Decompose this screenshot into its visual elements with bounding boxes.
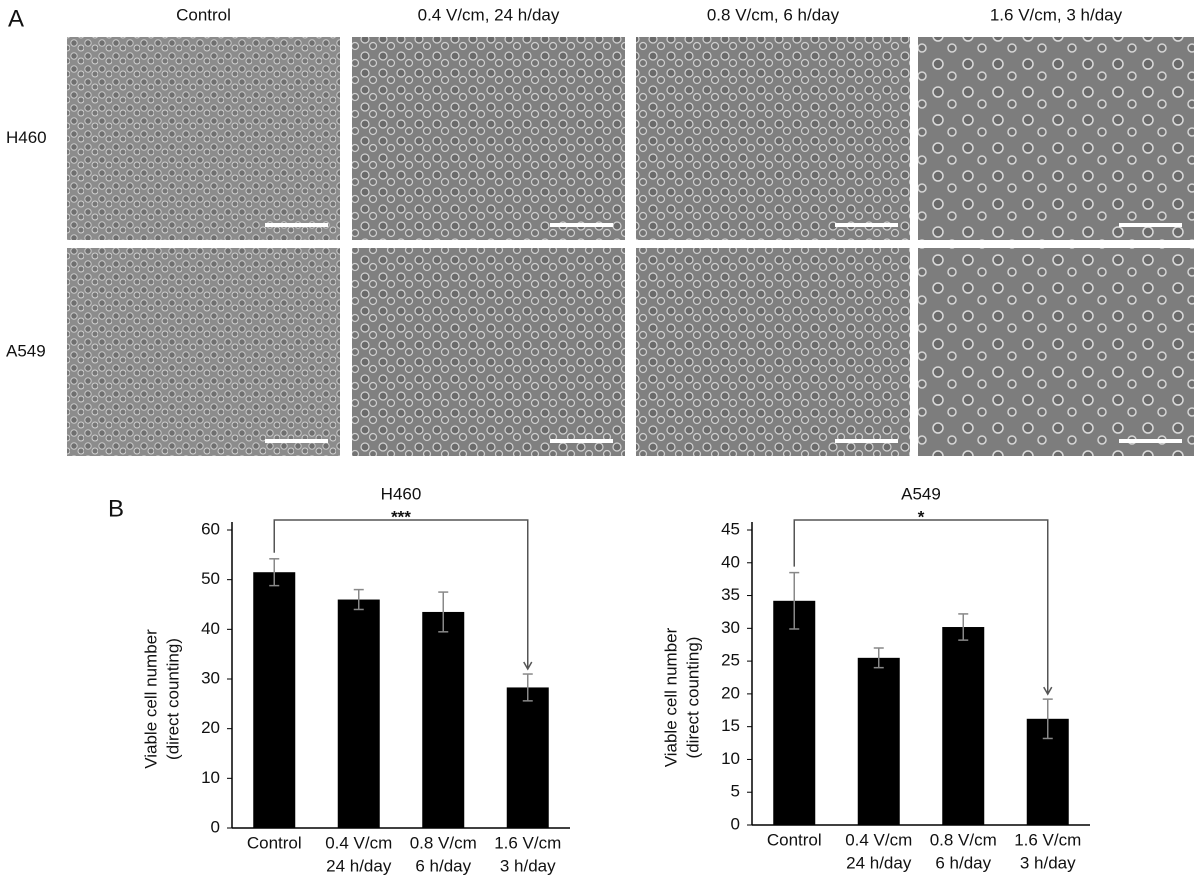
- bar: [857, 657, 900, 825]
- y-tick-label: 5: [731, 782, 740, 801]
- y-tick-label: 10: [721, 749, 740, 768]
- error-bar: [873, 647, 884, 669]
- micrograph: [918, 248, 1194, 456]
- bar: [253, 572, 296, 828]
- y-tick-label: 50: [201, 569, 220, 588]
- column-header: 0.8 V/cm, 6 h/day: [707, 5, 840, 24]
- significance-label: ***: [391, 507, 411, 526]
- y-axis-label: (direct counting): [683, 637, 702, 759]
- x-tick-label: 1.6 V/cm: [1014, 830, 1081, 849]
- x-tick-label: 24 h/day: [326, 856, 392, 875]
- panel-label: B: [108, 495, 124, 522]
- error-bar: [958, 613, 969, 641]
- chart-title: H460: [381, 484, 422, 503]
- y-tick-label: 40: [201, 619, 220, 638]
- micrograph: [918, 37, 1194, 240]
- y-axis-label: (direct counting): [163, 638, 182, 760]
- micrograph: [352, 37, 625, 240]
- y-tick-label: 40: [721, 552, 740, 571]
- y-tick-label: 45: [721, 519, 740, 538]
- y-tick-label: 20: [201, 718, 220, 737]
- bar: [506, 687, 549, 828]
- x-tick-label: 3 h/day: [500, 856, 556, 875]
- y-tick-label: 25: [721, 651, 740, 670]
- x-tick-label: 0.4 V/cm: [845, 830, 912, 849]
- micrograph: [636, 248, 910, 456]
- x-tick-label: 1.6 V/cm: [494, 833, 561, 852]
- y-tick-label: 60: [201, 519, 220, 538]
- micrograph: [636, 37, 910, 240]
- x-tick-label: 0.4 V/cm: [325, 833, 392, 852]
- panel-label: A: [8, 5, 24, 32]
- error-bar: [269, 558, 280, 587]
- significance-label: *: [918, 507, 925, 526]
- y-tick-label: 0: [731, 814, 740, 833]
- micrograph: [67, 37, 340, 240]
- y-tick-label: 0: [211, 817, 220, 836]
- x-tick-label: 24 h/day: [846, 853, 912, 872]
- micrograph: [67, 248, 340, 456]
- y-axis-label: Viable cell number: [141, 629, 160, 769]
- micrograph: [352, 248, 625, 456]
- y-tick-label: 30: [201, 668, 220, 687]
- x-tick-label: 0.8 V/cm: [930, 830, 997, 849]
- significance-bracket: [273, 519, 529, 669]
- error-bar: [353, 588, 364, 611]
- column-header: 0.4 V/cm, 24 h/day: [418, 5, 560, 24]
- x-tick-label: 6 h/day: [415, 856, 471, 875]
- error-bar: [438, 591, 449, 633]
- x-tick-label: 0.8 V/cm: [410, 833, 477, 852]
- bar: [422, 611, 465, 828]
- row-label: A549: [6, 341, 46, 360]
- micrograph-panel: A: [8, 5, 24, 32]
- significance-bracket: [793, 519, 1049, 694]
- error-bar: [789, 571, 800, 630]
- x-tick-label: 3 h/day: [1020, 853, 1076, 872]
- x-tick-label: Control: [767, 830, 822, 849]
- x-tick-label: Control: [247, 833, 302, 852]
- bar: [773, 600, 816, 825]
- bar: [337, 599, 380, 828]
- arrowhead: [523, 661, 533, 671]
- y-axis-label: Viable cell number: [661, 627, 680, 767]
- y-tick-label: 30: [721, 618, 740, 637]
- x-tick-label: 6 h/day: [935, 853, 991, 872]
- y-tick-label: 20: [721, 683, 740, 702]
- y-tick-label: 10: [201, 768, 220, 787]
- column-header: Control: [176, 5, 231, 24]
- column-header: 1.6 V/cm, 3 h/day: [990, 5, 1123, 24]
- y-tick-label: 35: [721, 585, 740, 604]
- error-bar: [1042, 698, 1053, 740]
- chart-title: A549: [901, 484, 941, 503]
- error-bar: [522, 673, 533, 702]
- row-label: H460: [6, 128, 47, 147]
- arrowhead: [1043, 686, 1053, 696]
- y-tick-label: 15: [721, 716, 740, 735]
- bar: [942, 627, 985, 825]
